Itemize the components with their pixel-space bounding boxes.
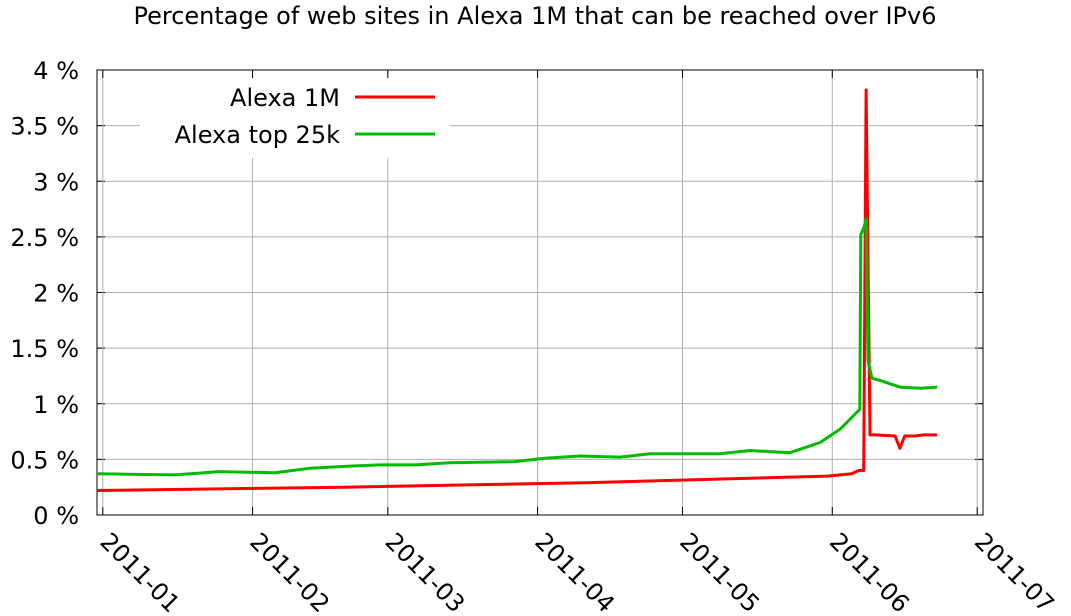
legend-box	[140, 78, 450, 158]
x-tick-label: 2011-03	[380, 527, 471, 616]
y-tick-label: 4 %	[33, 57, 79, 85]
x-tick-label: 2011-06	[824, 527, 915, 616]
x-tick-label: 2011-01	[95, 527, 186, 616]
y-tick-label: 0 %	[33, 502, 79, 530]
x-tick-label: 2011-07	[969, 527, 1060, 616]
y-tick-label: 1 %	[33, 391, 79, 419]
legend: Alexa 1M Alexa top 25k	[140, 78, 450, 158]
chart-title: Percentage of web sites in Alexa 1M that…	[134, 2, 937, 30]
y-tick-label: 2 %	[33, 280, 79, 308]
series-line	[96, 217, 938, 477]
y-tick-label: 1.5 %	[10, 335, 79, 363]
legend-label: Alexa 1M	[230, 84, 340, 112]
y-tick-label: 0.5 %	[10, 446, 79, 474]
x-tick-label: 2011-02	[244, 527, 335, 616]
legend-label: Alexa top 25k	[175, 121, 340, 149]
x-tick-label: 2011-04	[529, 527, 620, 616]
y-tick-label: 2.5 %	[10, 224, 79, 252]
y-tick-label: 3 %	[33, 168, 79, 196]
y-tick-label: 3.5 %	[10, 113, 79, 141]
plot-border	[96, 69, 984, 516]
x-tick-label: 2011-05	[674, 527, 765, 616]
